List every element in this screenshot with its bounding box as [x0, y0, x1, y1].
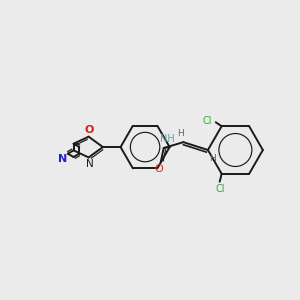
Text: N: N [86, 159, 94, 169]
Text: H: H [209, 154, 216, 163]
Text: O: O [85, 125, 94, 135]
Text: O: O [154, 164, 163, 174]
Text: N: N [58, 154, 68, 164]
Text: H: H [177, 129, 184, 138]
Text: Cl: Cl [216, 184, 225, 194]
Text: NH: NH [160, 134, 175, 144]
Text: Cl: Cl [202, 116, 212, 126]
